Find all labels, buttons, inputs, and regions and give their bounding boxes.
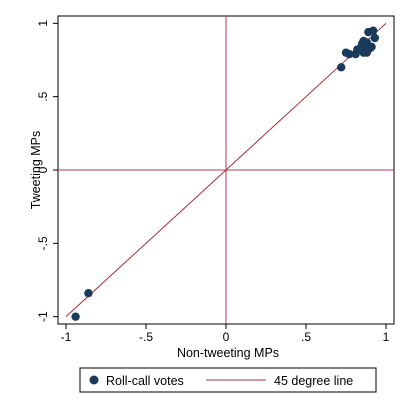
y-tick-label: -1 [36, 311, 50, 322]
data-point [359, 37, 367, 45]
data-point [337, 63, 345, 71]
legend-label-45-degree-line: 45 degree line [274, 374, 353, 388]
x-tick-label: -.5 [139, 330, 153, 344]
legend-label-roll-call-votes: Roll-call votes [106, 374, 184, 388]
x-tick-label: -1 [61, 330, 72, 344]
data-point [371, 34, 379, 42]
y-axis-title: Tweeting MPs [29, 131, 43, 210]
x-axis-title: Non-tweeting MPs [177, 346, 279, 360]
data-point [71, 312, 79, 320]
data-point [84, 289, 92, 297]
y-tick-label: 1 [36, 20, 50, 27]
legend-marker-roll-call-votes [90, 376, 99, 385]
data-point [367, 43, 375, 51]
x-tick-label: .5 [301, 330, 311, 344]
y-tick-label: .5 [36, 91, 50, 101]
data-point [369, 26, 377, 34]
legend: Roll-call votes 45 degree line [80, 368, 376, 392]
x-tick-label: 0 [223, 330, 230, 344]
y-tick-label: -.5 [36, 236, 50, 250]
x-tick-label: 1 [383, 330, 390, 344]
